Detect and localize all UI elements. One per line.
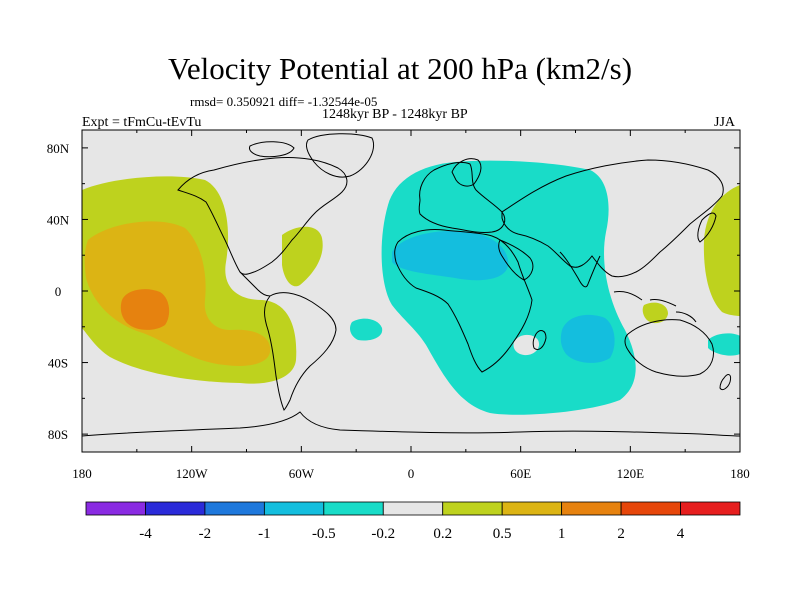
colorbar: -4 -2 -1 -0.5 -0.2 0.2 0.5 1 2 4 bbox=[85, 501, 741, 542]
colorbar-box bbox=[85, 501, 146, 516]
north-america-coastline bbox=[177, 157, 348, 275]
scandinavia-coastline bbox=[451, 158, 482, 187]
x-tick-label: 180 bbox=[72, 466, 92, 481]
colorbar-box bbox=[561, 501, 622, 516]
antarctica-coastline bbox=[82, 411, 740, 437]
madagascar-coastline bbox=[532, 330, 547, 351]
x-tick-label: 120W bbox=[176, 466, 209, 481]
indonesia-coastline bbox=[613, 291, 697, 323]
australia-negative-patch bbox=[708, 333, 740, 356]
x-tick-label: 120E bbox=[617, 466, 645, 481]
colorbar-label: 0.5 bbox=[493, 526, 512, 542]
colorbar-box bbox=[501, 501, 563, 516]
atlantic-positive-patch bbox=[282, 226, 323, 287]
colorbar-box bbox=[442, 501, 503, 516]
colorbar-label: 4 bbox=[677, 526, 685, 542]
y-tick-label: 0 bbox=[55, 284, 62, 299]
south-america-coastline bbox=[264, 292, 337, 411]
season-label: JJA bbox=[714, 115, 736, 130]
y-tick-label: 80N bbox=[47, 141, 70, 156]
y-tick-label: 40N bbox=[47, 212, 70, 227]
arabia-coastline bbox=[498, 239, 534, 281]
central-america-coastline bbox=[239, 271, 271, 297]
colorbar-label: 1 bbox=[558, 526, 566, 542]
arctic-islands-coastline bbox=[249, 141, 295, 158]
y-tick-label: 80S bbox=[48, 427, 68, 442]
new-zealand-coastline bbox=[719, 374, 731, 391]
colorbar-box bbox=[620, 501, 681, 516]
colorbar-box bbox=[204, 501, 265, 516]
colorbar-label: 0.2 bbox=[433, 526, 452, 542]
indonesia-positive-patch bbox=[642, 302, 668, 324]
x-tick-label: 60E bbox=[510, 466, 531, 481]
colorbar-label: -0.2 bbox=[371, 526, 395, 542]
stats-subtitle: rmsd= 0.350921 diff= -1.32544e-05 bbox=[190, 94, 378, 109]
colorbar-label: -1 bbox=[258, 526, 271, 542]
period-subtitle: 1248kyr BP - 1248kyr BP bbox=[322, 107, 468, 122]
asia-coastline bbox=[501, 159, 724, 278]
south-atlantic-neutral-hole bbox=[513, 334, 540, 356]
colorbar-label: 2 bbox=[617, 526, 625, 542]
axis-ticks: 180 120W 60W 0 60E 120E 180 80N 40N 0 40S 80S bbox=[47, 130, 750, 481]
map-title: Velocity Potential at 200 hPa (km2/s) bbox=[167, 51, 633, 86]
japan-coastline bbox=[697, 212, 717, 243]
indian-ocean-negative-center bbox=[560, 314, 615, 363]
x-tick-label: 180 bbox=[730, 466, 750, 481]
greenland-coastline bbox=[305, 133, 374, 178]
y-tick-label: 40S bbox=[48, 356, 68, 371]
colorbar-box bbox=[263, 501, 325, 516]
pacific-moderate-region bbox=[84, 221, 271, 366]
west-pacific-positive-region bbox=[703, 185, 740, 316]
shaded-field bbox=[82, 160, 740, 415]
experiment-label: Expt = tFmCu-tEvTu bbox=[82, 115, 202, 130]
colorbar-box bbox=[382, 501, 444, 516]
colorbar-label: -4 bbox=[139, 526, 152, 542]
colorbar-label: -0.5 bbox=[312, 526, 336, 542]
colorbar-box bbox=[323, 501, 384, 516]
x-tick-label: 0 bbox=[408, 466, 415, 481]
coastlines bbox=[82, 133, 740, 437]
south-atlantic-negative-patch bbox=[350, 318, 383, 341]
colorbar-box bbox=[145, 501, 206, 516]
colorbar-box bbox=[680, 501, 741, 516]
australia-coastline bbox=[624, 319, 714, 377]
x-tick-label: 60W bbox=[289, 466, 315, 481]
pacific-strong-center bbox=[120, 289, 170, 330]
africa-coastline bbox=[394, 229, 533, 373]
india-coastline bbox=[559, 251, 601, 288]
colorbar-label: -2 bbox=[199, 526, 212, 542]
sahara-negative-center bbox=[392, 230, 509, 281]
